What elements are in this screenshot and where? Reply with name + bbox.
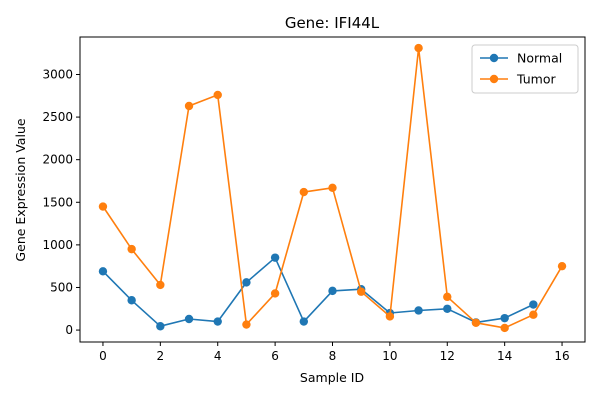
point-normal-12 — [443, 304, 452, 313]
legend: Normal Tumor — [471, 44, 579, 94]
point-tumor-0 — [98, 202, 108, 211]
point-tumor-8 — [328, 183, 337, 192]
point-normal-14 — [500, 313, 509, 323]
legend-marker-normal — [489, 53, 499, 63]
point-tumor-15 — [529, 310, 538, 319]
point-tumor-3 — [184, 101, 194, 111]
y-tick-label-1500: 1500 — [42, 195, 73, 209]
series-line-normal — [102, 256, 534, 328]
point-normal-3 — [184, 314, 194, 324]
y-tick-label-2000: 2000 — [42, 153, 73, 167]
x-tick-label-4: 4 — [214, 349, 222, 363]
x-axis-label: Sample ID — [300, 370, 364, 385]
point-tumor-6 — [270, 289, 280, 298]
point-normal-6 — [270, 253, 280, 262]
legend-label-normal: Normal — [517, 51, 562, 66]
y-tick-label-2500: 2500 — [42, 110, 73, 124]
point-normal-5 — [242, 278, 251, 287]
point-normal-8 — [328, 286, 337, 296]
x-tick-label-2: 2 — [157, 349, 165, 363]
point-tumor-14 — [500, 323, 509, 333]
x-tick-label-10: 10 — [382, 349, 397, 363]
x-tick-label-0: 0 — [99, 349, 107, 363]
point-normal-0 — [98, 267, 108, 276]
legend-marker-tumor — [489, 74, 499, 84]
point-tumor-11 — [414, 43, 423, 53]
x-tick-label-16: 16 — [554, 349, 569, 363]
x-tick-label-14: 14 — [497, 349, 512, 363]
y-tick-label-3000: 3000 — [42, 67, 73, 81]
point-normal-15 — [529, 300, 538, 309]
y-tick-label-0: 0 — [65, 323, 73, 337]
plot-area: 0 2 4 6 8 10 12 14 16 0 500 1000 1500 2000 2500 3000 — [42, 36, 586, 363]
point-tumor-2 — [156, 280, 165, 290]
point-normal-7 — [299, 317, 309, 326]
chart-title: Gene: IFI44L — [285, 14, 380, 32]
point-tumor-12 — [443, 292, 452, 302]
point-tumor-5 — [242, 320, 251, 329]
legend-box — [471, 44, 579, 94]
point-normal-11 — [414, 306, 423, 315]
point-normal-1 — [127, 296, 136, 305]
point-tumor-4 — [213, 90, 222, 100]
legend-label-tumor: Tumor — [516, 72, 556, 87]
point-tumor-1 — [127, 244, 136, 254]
point-normal-2 — [156, 322, 165, 331]
x-tick-label-12: 12 — [440, 349, 455, 363]
point-tumor-13 — [471, 318, 481, 328]
x-tick-label-8: 8 — [329, 349, 337, 363]
y-axis-label: Gene Expression Value — [13, 118, 28, 261]
point-tumor-10 — [385, 312, 395, 321]
point-tumor-7 — [299, 187, 309, 197]
point-tumor-16 — [557, 261, 567, 271]
point-normal-4 — [213, 317, 222, 326]
y-tick-label-1000: 1000 — [42, 238, 73, 252]
y-tick-label-500: 500 — [50, 280, 73, 294]
point-tumor-9 — [356, 287, 366, 296]
x-tick-label-6: 6 — [271, 349, 279, 363]
